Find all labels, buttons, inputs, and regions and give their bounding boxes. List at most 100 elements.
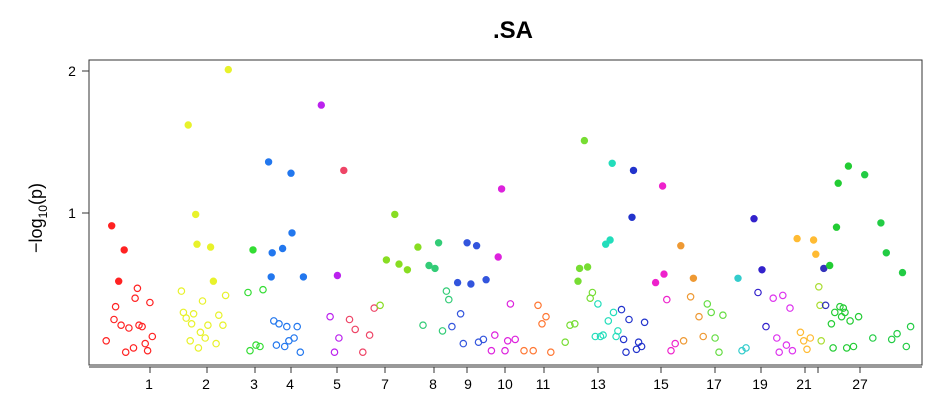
- x-tick-label-chr-8: 8: [429, 376, 437, 392]
- snp-point-chr-7: [376, 301, 384, 310]
- snp-point-chr-12: [574, 277, 582, 285]
- snp-point-chr-5: [330, 348, 339, 357]
- snp-point-chr-4: [287, 169, 295, 177]
- snp-point-chr-6: [370, 304, 379, 312]
- x-tick-label-chr-1: 1: [145, 376, 153, 392]
- snp-point-chr-7: [403, 266, 412, 274]
- snp-point-chr-4: [296, 348, 305, 357]
- snp-point-chr-17: [703, 300, 712, 308]
- snp-point-chr-19: [762, 322, 770, 331]
- x-tick-label-chr-11: 11: [536, 376, 551, 392]
- snp-point-chr-9: [459, 339, 468, 348]
- snp-point-chr-2: [192, 210, 200, 219]
- x-tick-label-chr-19: 19: [752, 376, 768, 392]
- x-tick-label-chr-3: 3: [250, 376, 258, 392]
- snp-point-chr-9: [479, 335, 488, 344]
- snp-point-chr-2: [194, 344, 203, 352]
- y-axis-label-main: −log: [26, 218, 46, 253]
- snp-point-chr-9: [448, 322, 456, 331]
- snp-point-chr-27: [861, 171, 869, 179]
- snp-point-chr-24: [841, 308, 849, 317]
- snp-point-chr-23: [821, 301, 830, 310]
- snp-point-chr-16: [695, 312, 703, 321]
- snp-point-chr-24: [839, 304, 848, 312]
- snp-point-chr-15: [671, 339, 680, 348]
- snp-point-chr-22: [814, 282, 823, 291]
- snp-point-chr-15: [658, 182, 667, 190]
- snp-point-chr-1: [138, 322, 146, 331]
- snp-point-chr-20: [775, 348, 784, 357]
- snp-point-chr-14: [637, 342, 646, 351]
- snp-point-chr-21: [793, 234, 801, 243]
- snp-point-chr-21: [799, 336, 808, 345]
- snp-point-chr-20: [786, 304, 794, 312]
- snp-point-chr-3: [256, 342, 264, 351]
- snp-point-chr-27: [877, 219, 885, 227]
- snp-point-chr-14: [617, 305, 626, 314]
- snp-point-chr-2: [198, 297, 207, 305]
- snp-point-chr-7: [395, 260, 403, 268]
- snp-point-chr-27: [902, 342, 911, 351]
- snp-point-chr-12: [583, 263, 592, 271]
- snp-point-chr-4: [282, 322, 291, 331]
- snp-point-chr-8: [425, 261, 433, 270]
- snp-point-chr-1: [146, 298, 154, 307]
- snp-point-chr-4: [280, 342, 289, 351]
- snp-point-chr-14: [628, 213, 636, 222]
- snp-point-chr-24: [849, 342, 858, 351]
- snp-point-chr-16: [677, 242, 685, 250]
- snp-point-chr-3: [246, 346, 254, 355]
- x-tick-label-chr-2: 2: [202, 376, 210, 392]
- snp-point-chr-24: [836, 302, 844, 311]
- snp-point-chr-8: [438, 327, 447, 335]
- snp-point-chr-9: [467, 280, 475, 288]
- snp-point-chr-6: [340, 166, 348, 175]
- snp-point-chr-1: [121, 348, 130, 357]
- snp-point-chr-2: [182, 314, 191, 322]
- snp-point-chr-10: [487, 346, 496, 355]
- snp-point-chr-7: [391, 210, 399, 219]
- snp-point-chr-2: [219, 321, 227, 330]
- snp-point-chr-24: [842, 344, 851, 352]
- snp-point-chr-9: [472, 242, 481, 250]
- snp-point-chr-21: [812, 250, 820, 258]
- snp-point-chr-6: [358, 348, 367, 357]
- snp-point-chr-24: [846, 317, 854, 325]
- snp-point-chr-21: [803, 345, 811, 354]
- x-tick-label-chr-4: 4: [286, 376, 294, 392]
- snp-point-chr-9: [453, 278, 462, 287]
- snp-point-chr-5: [317, 101, 325, 109]
- snp-point-chr-21: [809, 236, 818, 244]
- snp-point-chr-14: [640, 318, 649, 327]
- snp-point-chr-10: [494, 253, 502, 261]
- snp-point-chr-15: [651, 278, 660, 287]
- snp-point-chr-11: [534, 301, 542, 310]
- snp-point-chr-12: [588, 288, 597, 297]
- snp-point-chr-2: [186, 336, 195, 345]
- y-axis: 12: [68, 63, 90, 221]
- snp-point-chr-2: [177, 287, 186, 295]
- snp-point-chr-17: [711, 334, 719, 342]
- snp-point-chr-27: [882, 249, 890, 257]
- snp-point-chr-17: [707, 308, 716, 317]
- snp-point-chr-24: [837, 312, 846, 321]
- x-tick-label-chr-27: 27: [852, 376, 868, 392]
- snp-point-chr-5: [326, 312, 334, 321]
- snp-point-chr-14: [629, 166, 638, 175]
- snp-point-chr-15: [660, 270, 668, 278]
- snp-point-chr-2: [189, 309, 198, 318]
- snp-point-chr-10: [490, 331, 499, 339]
- snp-point-chr-24: [826, 261, 834, 270]
- snp-point-chr-20: [788, 346, 797, 355]
- snp-point-chr-2: [221, 291, 230, 300]
- snp-point-chr-13: [604, 317, 613, 325]
- snp-point-chr-4: [278, 244, 287, 253]
- snp-point-chr-24: [832, 223, 841, 231]
- snp-point-chr-4: [267, 273, 275, 281]
- snp-point-chr-1: [115, 277, 123, 285]
- snp-point-chr-1: [102, 336, 111, 345]
- snp-point-chr-19: [758, 266, 766, 274]
- snp-point-chr-8: [434, 239, 443, 247]
- snp-point-chr-3: [259, 285, 267, 294]
